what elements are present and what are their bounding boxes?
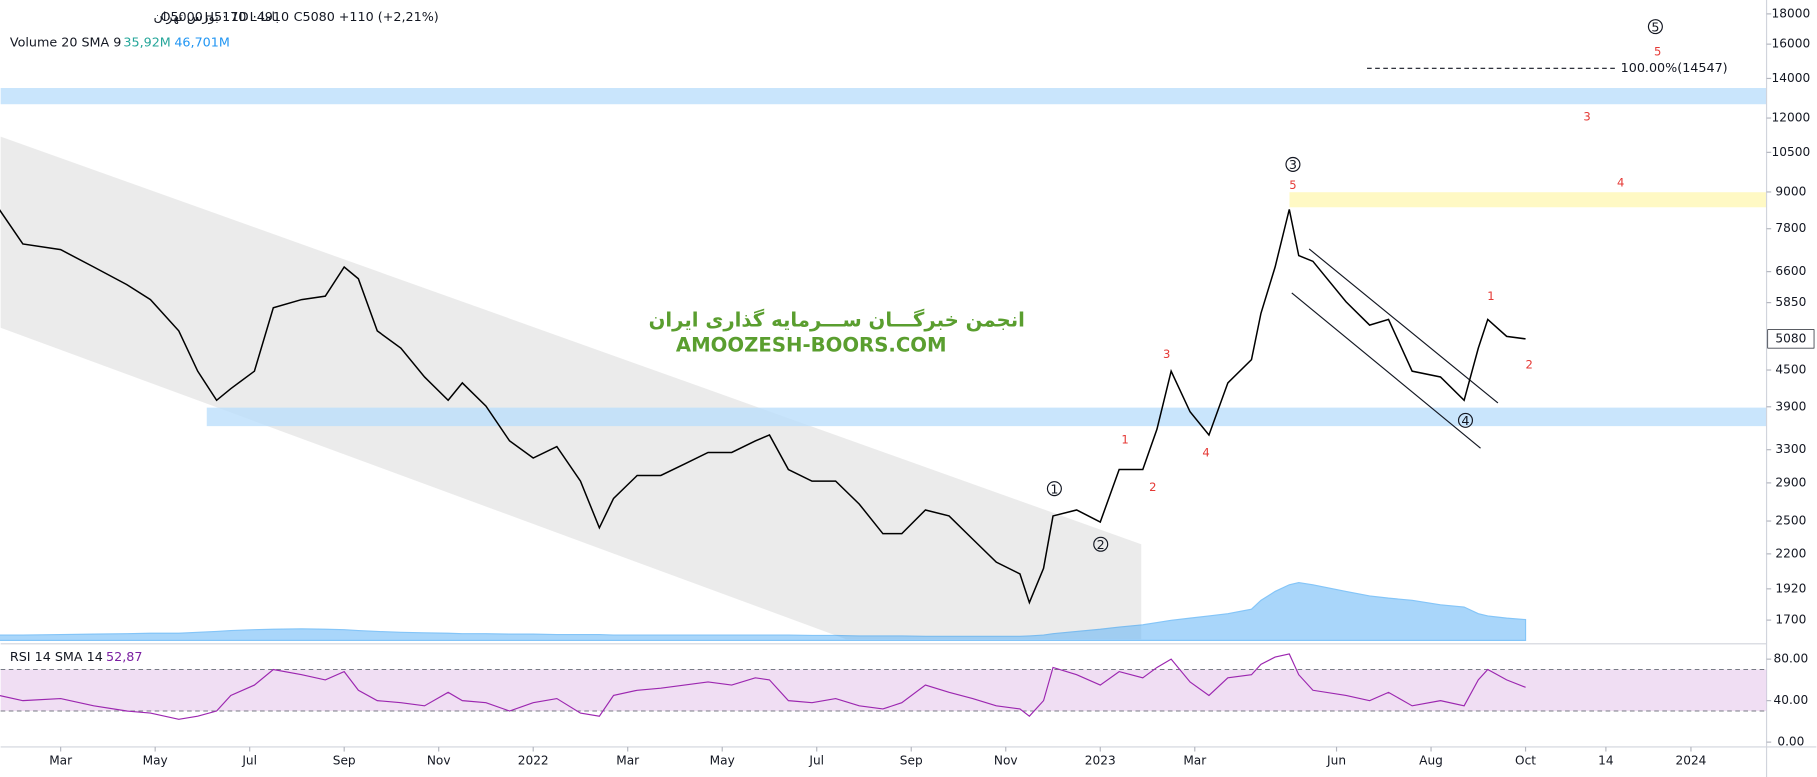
x-tick-label: Mar: [616, 753, 639, 767]
wave-label: 5: [1651, 20, 1659, 35]
wave-label: 2: [1097, 538, 1105, 553]
x-tick-label: Mar: [1183, 753, 1206, 767]
trend-line: [1308, 248, 1499, 404]
wave-label: 2: [1149, 480, 1156, 494]
ohlc: H5170: [204, 10, 246, 25]
y-tick-label: 4500: [1775, 363, 1806, 377]
wave-label: 3: [1289, 158, 1297, 173]
y-tick-label: 16000: [1772, 37, 1811, 51]
last-price-label: 5080: [1775, 331, 1806, 345]
y-tick-label: 18000: [1772, 6, 1811, 20]
x-tick-label: Jul: [808, 753, 824, 767]
channel: [0, 136, 1142, 640]
wave-label: 3: [1583, 109, 1590, 123]
symbol: باما · 1D · بورس تهران: [154, 10, 279, 25]
y-tick-label: 7800: [1775, 221, 1806, 235]
x-tick-label: Sep: [333, 753, 356, 767]
volume-sma-area: [0, 581, 1527, 641]
trend-line: [1291, 292, 1481, 449]
wave-label: 1: [1050, 482, 1058, 497]
y-tick-label: 9000: [1775, 184, 1806, 198]
x-tick-label: Oct: [1515, 753, 1536, 767]
y-tick-label: 3300: [1775, 442, 1806, 456]
y-tick-label: 1920: [1775, 581, 1806, 595]
x-tick-label: 2024: [1675, 753, 1706, 767]
x-tick-label: Aug: [1419, 753, 1443, 767]
waves: [1046, 19, 1663, 552]
plot: [0, 209, 1527, 641]
y-tick-label: 3900: [1775, 399, 1806, 413]
wave-label: 5: [1654, 45, 1661, 59]
wave-label: 4: [1202, 445, 1209, 459]
y-tick-label: 14000: [1772, 71, 1811, 85]
volume-legend: 35,92M: [123, 35, 170, 50]
zone: [1289, 192, 1767, 208]
wave-label: 1: [1487, 289, 1494, 303]
fib-label: 100.00%(14547): [1621, 61, 1728, 76]
ohlc: L4910: [250, 10, 289, 25]
volume-legend: Volume 20 SMA 9: [10, 35, 121, 50]
y-tick-label: 2500: [1775, 514, 1806, 528]
wave-label: 4: [1461, 414, 1469, 429]
x-tick-label: Nov: [994, 753, 1018, 767]
x-tick-label: Nov: [427, 753, 451, 767]
wave-label: 2: [1525, 357, 1532, 371]
price-line: [0, 209, 1526, 605]
x-tick-label: May: [143, 753, 168, 767]
change: +110 (+2,21%): [339, 10, 439, 25]
y-tick-label: 1700: [1775, 613, 1806, 627]
watermark: انجمن خبرگـــان ســـرمایه گذاری ایران: [649, 308, 1025, 331]
volume-legend: 46,701M: [174, 35, 229, 50]
y-tick-label: 10500: [1772, 145, 1811, 159]
y-tick-label: 5850: [1775, 295, 1806, 309]
y-tick-label: 2200: [1775, 546, 1806, 560]
watermark: AMOOZESH-BOORS.COM: [676, 334, 947, 357]
ohlc: C5080: [294, 10, 335, 25]
x-tick-label: May: [710, 753, 735, 767]
x-tick-label: Jul: [241, 753, 257, 767]
rsi-legend: 52,87: [106, 650, 142, 665]
wave-label: 1: [1121, 433, 1128, 447]
zone: [0, 88, 1767, 105]
x-tick-label: Jun: [1326, 753, 1346, 767]
y-tick-label: 2900: [1775, 475, 1806, 489]
y-tick-label: 6600: [1775, 264, 1806, 278]
zone: [206, 407, 1767, 427]
x-tick-label: 2022: [518, 753, 549, 767]
last-price-box: [1767, 329, 1815, 349]
ohlc: O5000: [160, 10, 202, 25]
y-tick-label: 0.00: [1777, 735, 1804, 749]
x-tick-label: Sep: [900, 753, 923, 767]
wave-label: 4: [1617, 175, 1624, 189]
y-tick-label: 12000: [1772, 111, 1811, 125]
y-tick-label: 40.00: [1773, 693, 1808, 707]
x-tick-label: 2023: [1085, 753, 1116, 767]
x-tick-label: Mar: [49, 753, 72, 767]
wave-label: 5: [1289, 178, 1296, 192]
wave-label: 3: [1163, 347, 1170, 361]
rsi-line: [0, 653, 1526, 720]
x-tick-label: 14: [1598, 753, 1614, 767]
y-tick-label: 80.00: [1773, 652, 1808, 666]
rsi-legend: RSI 14 SMA 14: [10, 650, 103, 665]
